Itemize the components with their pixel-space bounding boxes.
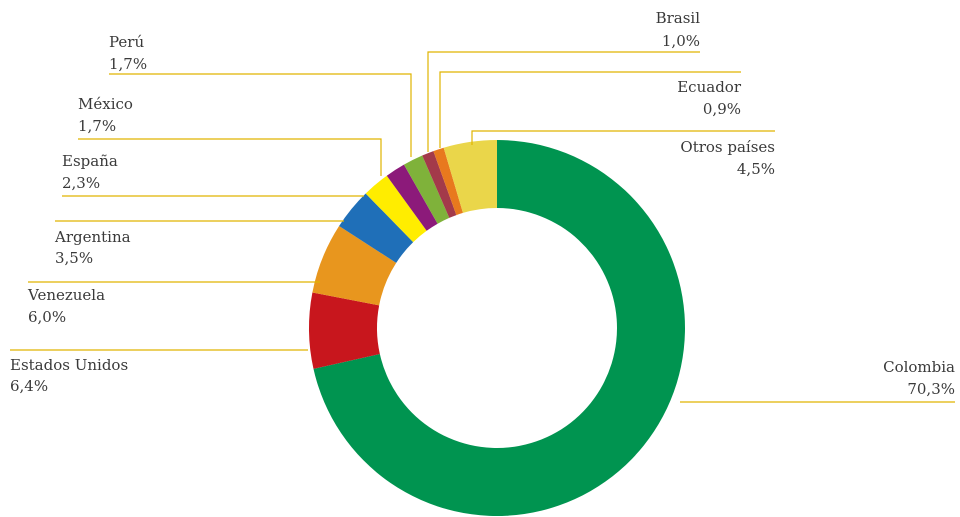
label-venezuela-value: 6,0% [28, 308, 66, 326]
label-otros-pa-ses-name: Otros países [680, 138, 775, 156]
slice-colombia [313, 140, 685, 516]
label-colombia-value: 70,3% [907, 380, 955, 398]
label-estados-unidos-value: 6,4% [10, 377, 48, 395]
label-m-xico-value: 1,7% [78, 117, 116, 135]
label-ecuador-name: Ecuador [677, 78, 742, 96]
label-m-xico-name: México [78, 95, 133, 113]
label-per--name: Perú [109, 33, 144, 51]
label-brasil-name: Brasil [656, 9, 701, 27]
slice-ecuador [433, 147, 463, 216]
leader-line-ecuador [439, 71, 741, 148]
slice-venezuela [312, 225, 397, 306]
label-colombia-name: Colombia [883, 358, 955, 376]
donut-slices [308, 140, 685, 516]
slice-argentina [339, 193, 414, 263]
label-argentina-name: Argentina [54, 228, 131, 246]
slice-otros-pa-ses [443, 140, 497, 213]
label-argentina-value: 3,5% [55, 249, 93, 267]
slice-per- [403, 155, 450, 224]
slice-labels: Colombia 70,3% Estados Unidos 6,4% Venezuela… [10, 9, 955, 398]
leader-line-otros-pa-ses [471, 130, 775, 145]
leader-line-per- [109, 73, 412, 157]
label-venezuela-name: Venezuela [27, 286, 105, 304]
slice-espa-a [365, 175, 427, 243]
label-espa-a-value: 2,3% [62, 174, 100, 192]
label-estados-unidos-name: Estados Unidos [10, 356, 128, 374]
slice-m-xico [386, 164, 438, 231]
leader-line-brasil [427, 51, 700, 152]
slice-estados-unidos [308, 292, 380, 369]
leader-line-m-xico [78, 138, 382, 176]
slice-brasil [422, 151, 457, 218]
leader-lines [10, 51, 955, 403]
label-otros-pa-ses-value: 4,5% [737, 160, 775, 178]
label-per--value: 1,7% [109, 55, 147, 73]
label-ecuador-value: 0,9% [703, 100, 741, 118]
label-brasil-value: 1,0% [662, 32, 700, 50]
label-espa-a-name: España [62, 152, 118, 170]
